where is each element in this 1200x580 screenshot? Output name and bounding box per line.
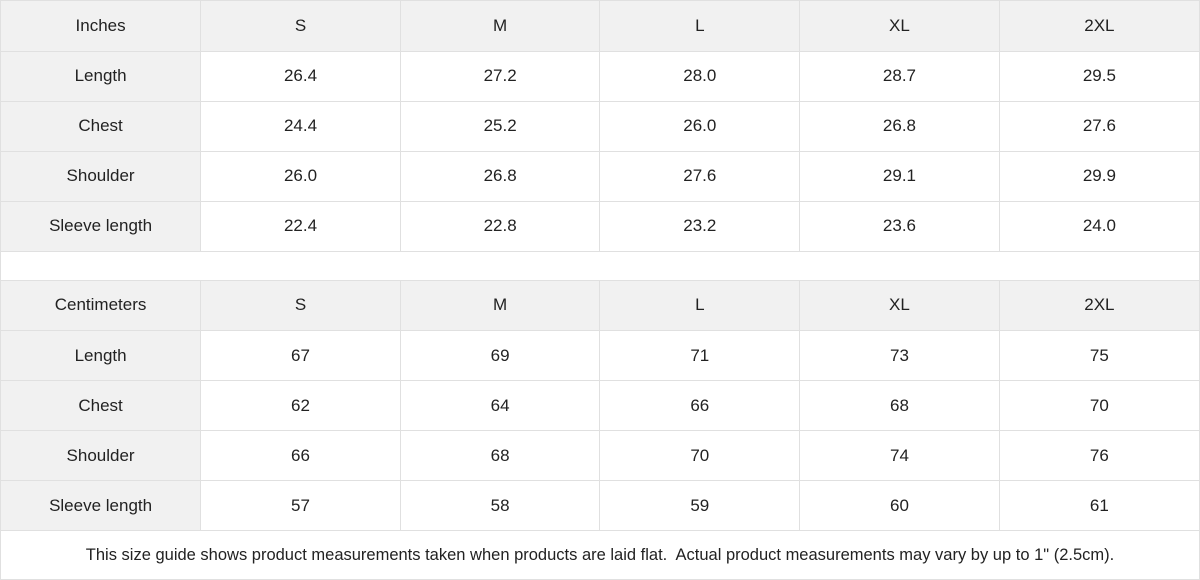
value-cell: 24.4 xyxy=(200,100,401,152)
value-cell: 27.6 xyxy=(599,150,801,202)
value-cell: 28.0 xyxy=(599,50,801,102)
value-cell: 23.2 xyxy=(599,200,801,252)
value-cell: 70 xyxy=(998,380,1199,431)
inches-size-table: Inches S M L XL 2XL Length 26.4 27.2 28.… xyxy=(1,1,1199,252)
size-header-xl: XL xyxy=(799,1,1000,52)
row-label: Shoulder xyxy=(1,430,202,481)
value-cell: 66 xyxy=(599,380,801,431)
value-cell: 75 xyxy=(998,330,1199,381)
size-header-s: S xyxy=(200,1,401,52)
unit-header-centimeters: Centimeters xyxy=(1,280,202,331)
value-cell: 64 xyxy=(399,380,601,431)
value-cell: 22.8 xyxy=(399,200,601,252)
value-cell: 26.0 xyxy=(200,150,401,202)
value-cell: 23.6 xyxy=(799,200,1000,252)
row-label: Length xyxy=(1,330,202,381)
value-cell: 27.2 xyxy=(399,50,601,102)
row-label: Sleeve length xyxy=(1,200,202,252)
table-row: Length 67 69 71 73 75 xyxy=(1,330,1199,381)
value-cell: 73 xyxy=(799,330,1000,381)
value-cell: 69 xyxy=(399,330,601,381)
table-row: Sleeve length 57 58 59 60 61 xyxy=(1,480,1199,531)
table-row: Shoulder 26.0 26.8 27.6 29.1 29.9 xyxy=(1,150,1199,202)
size-header-2xl: 2XL xyxy=(998,280,1199,331)
table-row: Sleeve length 22.4 22.8 23.2 23.6 24.0 xyxy=(1,200,1199,252)
row-label: Chest xyxy=(1,100,202,152)
row-label: Length xyxy=(1,50,202,102)
value-cell: 58 xyxy=(399,480,601,531)
size-header-m: M xyxy=(399,280,601,331)
row-label: Sleeve length xyxy=(1,480,202,531)
table-row: Chest 62 64 66 68 70 xyxy=(1,380,1199,431)
value-cell: 25.2 xyxy=(399,100,601,152)
value-cell: 74 xyxy=(799,430,1000,481)
value-cell: 24.0 xyxy=(998,200,1199,252)
unit-header-inches: Inches xyxy=(1,1,202,52)
value-cell: 68 xyxy=(799,380,1000,431)
value-cell: 26.4 xyxy=(200,50,401,102)
value-cell: 28.7 xyxy=(799,50,1000,102)
value-cell: 67 xyxy=(200,330,401,381)
inches-header-row: Inches S M L XL 2XL xyxy=(1,1,1199,52)
size-header-s: S xyxy=(200,280,401,331)
size-header-xl: XL xyxy=(799,280,1000,331)
table-row: Chest 24.4 25.2 26.0 26.8 27.6 xyxy=(1,100,1199,152)
value-cell: 71 xyxy=(599,330,801,381)
centimeters-size-table: Centimeters S M L XL 2XL Length 67 69 71… xyxy=(1,280,1199,531)
value-cell: 68 xyxy=(399,430,601,481)
value-cell: 59 xyxy=(599,480,801,531)
value-cell: 62 xyxy=(200,380,401,431)
value-cell: 29.1 xyxy=(799,150,1000,202)
row-label: Chest xyxy=(1,380,202,431)
value-cell: 29.9 xyxy=(998,150,1199,202)
value-cell: 26.8 xyxy=(399,150,601,202)
size-header-l: L xyxy=(599,280,801,331)
table-separator xyxy=(1,251,1199,281)
value-cell: 66 xyxy=(200,430,401,481)
value-cell: 61 xyxy=(998,480,1199,531)
size-header-2xl: 2XL xyxy=(998,1,1199,52)
value-cell: 26.8 xyxy=(799,100,1000,152)
table-row: Length 26.4 27.2 28.0 28.7 29.5 xyxy=(1,50,1199,102)
value-cell: 57 xyxy=(200,480,401,531)
value-cell: 70 xyxy=(599,430,801,481)
value-cell: 60 xyxy=(799,480,1000,531)
row-label: Shoulder xyxy=(1,150,202,202)
value-cell: 26.0 xyxy=(599,100,801,152)
value-cell: 29.5 xyxy=(998,50,1199,102)
size-header-l: L xyxy=(599,1,801,52)
value-cell: 22.4 xyxy=(200,200,401,252)
footer-note: This size guide shows product measuremen… xyxy=(1,531,1199,579)
table-row: Shoulder 66 68 70 74 76 xyxy=(1,430,1199,481)
value-cell: 27.6 xyxy=(998,100,1199,152)
value-cell: 76 xyxy=(998,430,1199,481)
size-header-m: M xyxy=(399,1,601,52)
centimeters-header-row: Centimeters S M L XL 2XL xyxy=(1,280,1199,331)
